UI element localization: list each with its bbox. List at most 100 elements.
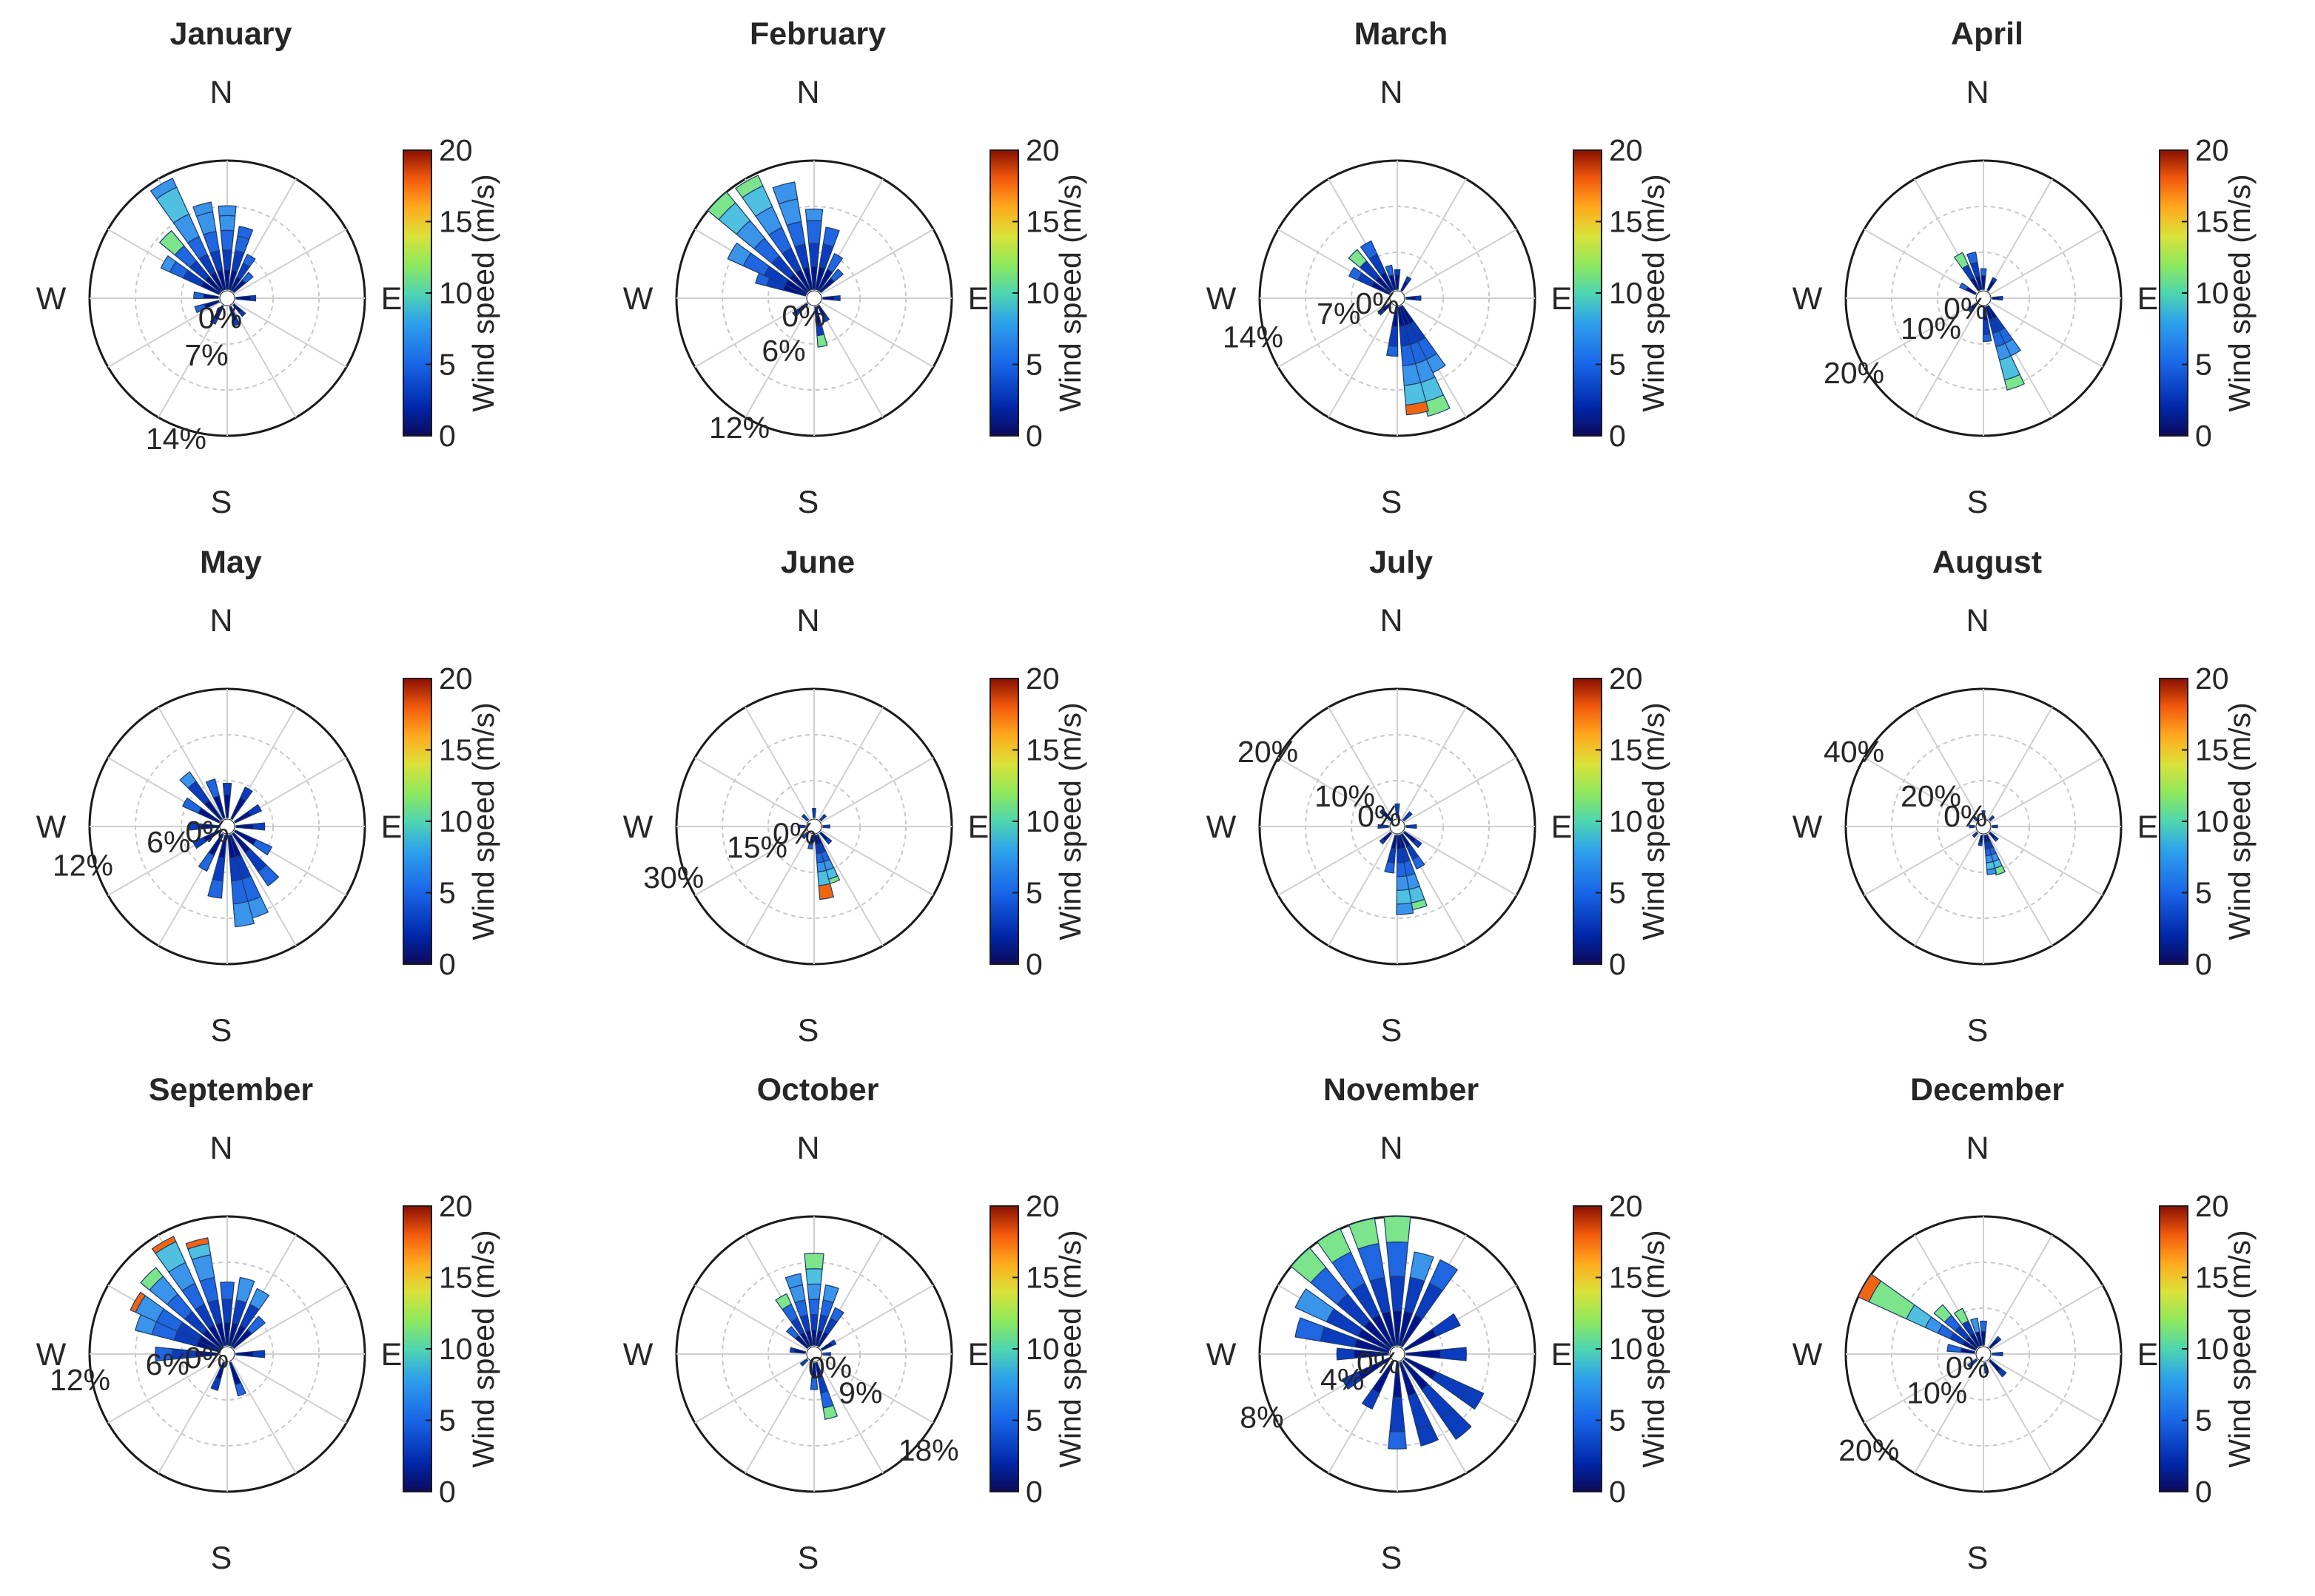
- colorbar-tick-label: 0: [439, 419, 456, 453]
- rose-bar-segment: [789, 1347, 796, 1353]
- grid-spoke: [1983, 1353, 2053, 1474]
- rose-bars: [1953, 252, 2026, 391]
- colorbar-tick-label: 5: [2195, 1404, 2212, 1438]
- direction-label-s: S: [1381, 485, 1402, 520]
- direction-label-w: W: [1792, 1337, 1823, 1373]
- rose-bar-segment: [207, 878, 224, 899]
- colorbar-tick-label: 5: [1609, 876, 1626, 910]
- grid-spoke: [1397, 1353, 1467, 1474]
- ring-label: 14%: [146, 422, 206, 456]
- rose-bar-segment: [235, 295, 252, 301]
- panel-title: March: [1354, 16, 1448, 52]
- rose-bar-segment: [252, 839, 273, 856]
- center-hole: [1975, 1346, 1992, 1362]
- direction-label-e: E: [2137, 1337, 2159, 1373]
- rose-bar-segment: [221, 1299, 233, 1323]
- rose-bar-segment: [1459, 1385, 1485, 1410]
- rose-bar-segment: [792, 309, 801, 317]
- ring-label: 8%: [1240, 1400, 1283, 1434]
- rose-bar-segment: [1384, 861, 1395, 874]
- direction-label-e: E: [968, 809, 989, 845]
- colorbar-tick-label: 20: [1609, 1189, 1643, 1223]
- rose-bar-segment: [727, 242, 752, 267]
- rose-bar-segment: [772, 181, 799, 205]
- direction-label-n: N: [1966, 603, 1989, 639]
- rose-bar-segment: [1388, 326, 1399, 347]
- direction-label-s: S: [798, 1013, 819, 1048]
- grid-spoke: [1864, 757, 1984, 827]
- rose-bar-segment: [258, 864, 280, 886]
- rose-bar-segment: [1972, 815, 1979, 822]
- center-hole: [219, 290, 235, 306]
- rose-bar-segment: [1361, 1388, 1380, 1410]
- colorbar-tick-label: 20: [1609, 133, 1643, 167]
- grid-spoke: [1914, 707, 1984, 827]
- colorbar-tick-label: 15: [1609, 205, 1643, 239]
- rose-bar-segment: [830, 1307, 844, 1323]
- colorbar-tick-label: 15: [1026, 733, 1060, 767]
- colorbar-tick-label: 20: [1026, 661, 1060, 696]
- rose-bar-segment: [1386, 345, 1399, 357]
- grid-spoke: [813, 826, 934, 896]
- rose-bar-segment: [1428, 1259, 1459, 1292]
- grid-spoke: [1328, 826, 1398, 946]
- rose-bar-segment: [160, 255, 177, 273]
- grid-spoke: [1277, 826, 1398, 896]
- rose-bars: [130, 1236, 270, 1397]
- colorbar: 0 5 10 15 20 Wind speed (m/s): [1573, 661, 1670, 981]
- grid-spoke: [745, 826, 815, 946]
- rose-bar-segment: [1389, 1276, 1405, 1312]
- colorbar-tick-label: 10: [2195, 804, 2229, 838]
- direction-label-e: E: [968, 281, 989, 317]
- colorbar-label: Wind speed (m/s): [1053, 1230, 1087, 1467]
- rose-bar-segment: [1953, 1307, 1969, 1325]
- rose-bar-segment: [1992, 824, 1998, 829]
- rose-bar-segment: [1290, 1247, 1327, 1284]
- colorbar-tick-label: 10: [1609, 1332, 1643, 1366]
- ring-label: 20%: [1237, 735, 1298, 769]
- colorbar-label: Wind speed (m/s): [1636, 1230, 1670, 1467]
- rose-bar-segment: [808, 1299, 820, 1316]
- rose-bars: [149, 178, 257, 327]
- grid-spoke: [107, 297, 228, 368]
- direction-label-n: N: [1380, 603, 1402, 639]
- ring-label: 0%: [773, 817, 816, 851]
- wind-rose-july: July N S W E 0%10% 20% 0 5 10 15 20 Wind speed (m/s): [1206, 545, 1670, 1048]
- colorbar-label: Wind speed (m/s): [466, 702, 500, 940]
- colorbar-tick-label: 5: [1609, 348, 1626, 382]
- rose-bar-segment: [1377, 824, 1389, 829]
- colorbar: 0 5 10 15 20 Wind speed (m/s): [989, 133, 1087, 453]
- direction-label-n: N: [1380, 1131, 1402, 1166]
- ring-label: 0%: [1946, 1350, 1989, 1384]
- rose-bar-segment: [808, 243, 820, 267]
- direction-label-e: E: [2137, 281, 2159, 317]
- direction-label-s: S: [1967, 485, 1989, 520]
- rose-bar-segment: [1385, 1241, 1409, 1278]
- direction-label-n: N: [209, 75, 232, 110]
- rose-bar-segment: [140, 1267, 164, 1291]
- grid-spoke: [813, 297, 934, 368]
- direction-label-s: S: [798, 1541, 819, 1576]
- direction-label-w: W: [36, 281, 67, 317]
- rose-bar-segment: [830, 268, 844, 283]
- colorbar-tick-label: 10: [2195, 276, 2229, 310]
- rose-bar-segment: [189, 822, 202, 831]
- rose-bar-segment: [1294, 1317, 1326, 1342]
- panel-title: July: [1369, 545, 1433, 580]
- panel-title: May: [200, 545, 262, 580]
- grid-spoke: [1397, 297, 1517, 368]
- wind-rose-november: November N S W E 0%4% 8% 0 5 10 15 20 Wind speed (m/…: [1206, 1072, 1670, 1576]
- rose-bar-segment: [1857, 1273, 1882, 1303]
- grid-spoke: [1983, 1284, 2103, 1355]
- colorbar-tick-label: 15: [439, 733, 473, 767]
- rose-bar-segment: [1379, 808, 1386, 815]
- rose-bar-segment: [822, 1284, 839, 1304]
- rose-bar-segment: [805, 1268, 823, 1285]
- direction-label-e: E: [1551, 1337, 1573, 1373]
- rose-bar-segment: [240, 786, 253, 801]
- rose-bar-segment: [1409, 1251, 1434, 1282]
- grid-spoke: [1983, 229, 2103, 299]
- rose-bar-segment: [220, 229, 235, 251]
- rose-bar-segment: [1383, 1216, 1411, 1243]
- rose-bar-segment: [247, 804, 262, 817]
